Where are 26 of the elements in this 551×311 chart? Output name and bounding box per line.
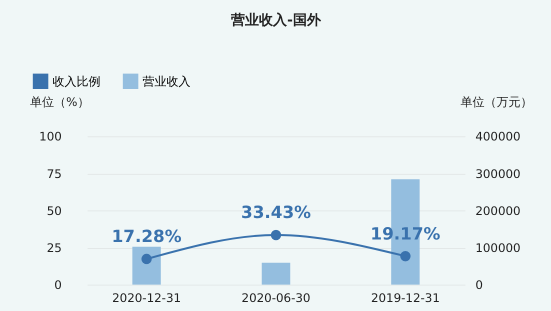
legend-label: 收入比例 [52, 74, 100, 88]
x-tick-label: 2020-06-30 [242, 290, 310, 305]
chart-title: 营业收入-国外 [230, 12, 322, 28]
data-label: 17.28% [112, 226, 182, 246]
legend-label: 营业收入 [142, 74, 190, 88]
y2-tick-label: 200000 [475, 204, 521, 218]
point [141, 254, 152, 264]
data-label: 33.43% [241, 202, 312, 222]
y-tick-label: 50 [46, 204, 62, 218]
point [400, 251, 411, 262]
bar [262, 262, 290, 285]
data-label: 19.17% [370, 223, 441, 244]
x-tick-label: 2019-12-31 [370, 290, 440, 305]
y-tick-label: 75 [46, 166, 62, 181]
y2-tick-label: 100000 [475, 240, 521, 255]
y2-tick-label: 0 [475, 278, 483, 292]
y2-tick-label: 300000 [475, 166, 521, 181]
bar [132, 246, 161, 285]
y-tick-label: 100 [39, 130, 62, 144]
y2-axis-title: 单位（万元） [460, 95, 532, 110]
y-tick-label: 25 [46, 240, 62, 255]
x-tick-label: 2020-12-31 [112, 290, 182, 305]
y-tick-label: 0 [54, 278, 62, 292]
y2-tick-label: 400000 [475, 130, 521, 144]
point [270, 230, 282, 240]
y-axis-title: 单位（%） [30, 95, 90, 110]
